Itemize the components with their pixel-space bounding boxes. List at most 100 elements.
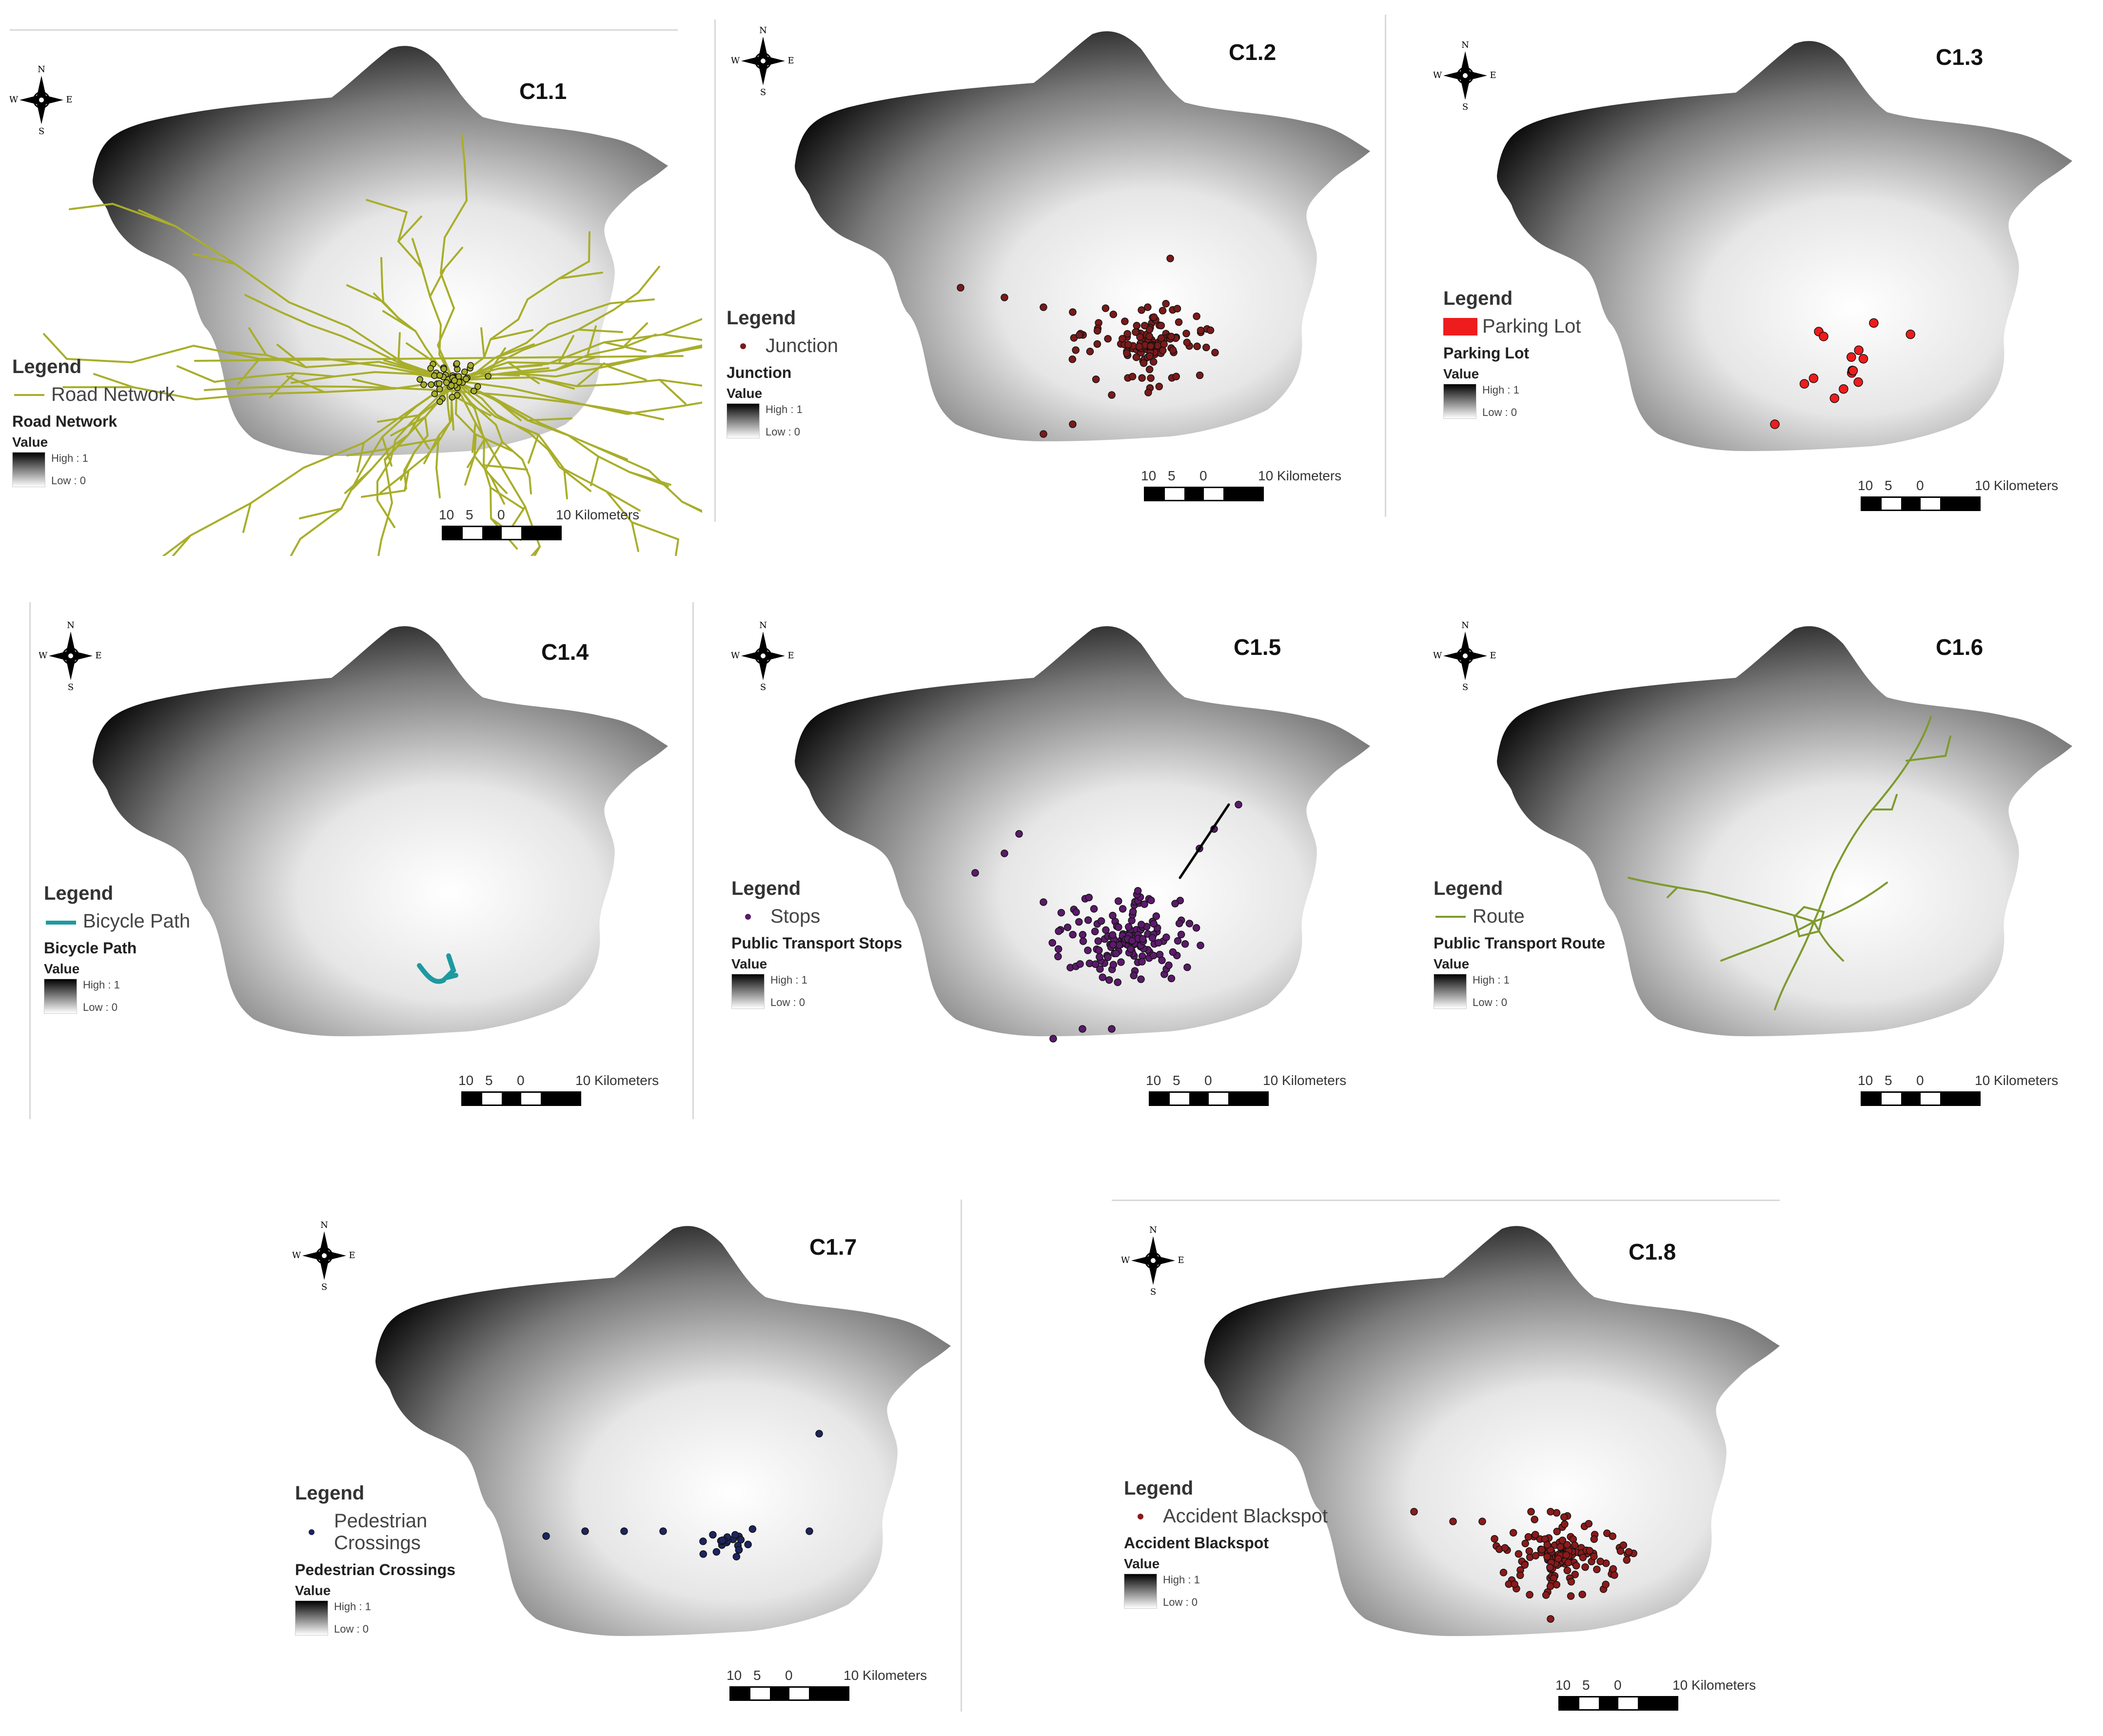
road-segment (194, 355, 684, 362)
road-segment (290, 379, 454, 556)
map-panel: C1.7 N S W E Legend Pedestrian Crossings Pedest… (283, 1200, 985, 1736)
public-transport-stop (1076, 960, 1084, 968)
public-transport-stop (1177, 930, 1185, 939)
public-transport-route-segment (1793, 906, 1825, 938)
map-panel: C1.4 N S W E Legend Bicycle Path Bicycle Path Va… (0, 600, 702, 1136)
compass-letter: W (731, 56, 740, 66)
legend-item: Accident Blackspot (1124, 1505, 1348, 1527)
catchment-area (1497, 626, 2072, 1036)
compass-letter: E (787, 56, 794, 66)
road-node (427, 365, 434, 372)
junction-point (1145, 332, 1153, 340)
legend-item: Stops (731, 906, 956, 927)
road-segment (490, 329, 533, 340)
public-transport-stop (1057, 908, 1065, 917)
legend-low-label: Low : 0 (51, 474, 86, 487)
junction-point (1155, 382, 1163, 391)
road-node (463, 375, 470, 383)
road-segment (590, 455, 599, 486)
legend-ramp: High : 1 Low : 0 (1124, 1574, 1348, 1609)
junction-point (1202, 343, 1210, 352)
compass-letter: E (1490, 70, 1496, 80)
road-segment (452, 376, 702, 388)
panel-divider (1112, 1200, 1780, 1201)
road-segment (381, 286, 454, 381)
road-segment (576, 362, 605, 387)
scale-label: 5 (1582, 1677, 1590, 1693)
road-node (474, 383, 481, 390)
scale-label: 10 (1858, 1073, 1873, 1088)
accident-blackspot (1609, 1532, 1616, 1540)
scale-label: 10 (1146, 1073, 1161, 1088)
pedestrian-crossing (732, 1553, 741, 1560)
scale-bar: 10 5 0 10 Kilometers (1858, 478, 2092, 517)
pedestrian-crossing (731, 1531, 739, 1539)
public-transport-route-segment (1906, 735, 1951, 762)
public-transport-stop (1084, 947, 1092, 954)
accident-blackspot (1619, 1541, 1628, 1549)
map-panel: C1.3 N S W E Legend Parking Lot Parking Lot Valu… (1404, 15, 2103, 551)
legend-symbol-label: Road Network (51, 384, 175, 405)
scale-bar: 10 5 0 10 Kilometers (1146, 1073, 1380, 1112)
legend-value-label: Value (44, 961, 80, 976)
map-legend: Legend Route Public Transport Route Value Hi… (1434, 878, 1658, 1009)
accident-blackspot (1491, 1535, 1498, 1543)
accident-blackspot (1578, 1590, 1586, 1598)
legend-value-label: Value (12, 434, 48, 450)
accident-blackspot (1524, 1533, 1533, 1541)
pedestrian-crossing (744, 1540, 752, 1549)
legend-low-label: Low : 0 (83, 1001, 118, 1013)
road-node (471, 387, 477, 395)
north-arrow-icon: N S W E (39, 620, 102, 692)
panel-divider (29, 602, 31, 1119)
road-segment (361, 490, 406, 498)
accident-blackspot (1532, 1552, 1540, 1559)
junction-point (1183, 338, 1191, 346)
panel-divider (961, 1200, 962, 1712)
legend-symbol-label: Stops (770, 906, 821, 927)
road-node (453, 360, 460, 367)
public-transport-stop (1183, 963, 1191, 971)
legend-ramp: High : 1 Low : 0 (295, 1600, 519, 1636)
legend-heading: Legend (12, 356, 82, 377)
accident-blackspot (1579, 1554, 1587, 1561)
road-segment (172, 534, 192, 556)
public-transport-stop (1115, 923, 1122, 931)
scale-bar: 10 5 0 10 Kilometers (727, 1668, 961, 1707)
scale-label: 10 Kilometers (575, 1073, 659, 1088)
junction-point (1146, 352, 1154, 360)
junction-point (1147, 374, 1155, 382)
north-arrow-icon: N S W E (10, 64, 73, 137)
scale-label: 0 (1199, 468, 1207, 483)
legend-symbol-label: Parking Lot (1482, 316, 1581, 337)
road-segment (366, 199, 408, 213)
route-line (1179, 803, 1230, 879)
junction-point (1159, 307, 1167, 315)
legend-color-ramp (731, 974, 765, 1009)
legend-low-label: Low : 0 (1473, 996, 1507, 1008)
scale-label: 10 (458, 1073, 474, 1088)
map-legend: Legend Accident Blackspot Accident Blacksp… (1124, 1478, 1348, 1609)
accident-blackspot (1611, 1571, 1618, 1579)
accident-blackspot (1567, 1592, 1575, 1600)
scale-label: 5 (1168, 468, 1176, 483)
legend-high-label: High : 1 (1163, 1574, 1200, 1586)
accident-blackspot (1546, 1563, 1554, 1572)
public-transport-stop (1158, 956, 1166, 965)
public-transport-stop (971, 869, 979, 877)
compass-letter: S (321, 1282, 327, 1292)
catchment-map (1497, 626, 2072, 1036)
legend-high-label: High : 1 (334, 1600, 371, 1613)
scale-bar-graphic (729, 1686, 849, 1701)
north-arrow-icon: N S W E (293, 1220, 355, 1292)
public-transport-stop (1097, 917, 1105, 925)
scale-label: 10 (1555, 1677, 1571, 1693)
legend-layer-name: Public Transport Stops (731, 934, 903, 952)
legend-symbol (1443, 317, 1477, 335)
junction-point (1144, 303, 1152, 311)
accident-blackspot (1553, 1580, 1561, 1589)
public-transport-stop (1119, 905, 1127, 913)
parking-lot (1853, 377, 1863, 387)
compass-letter: W (1434, 651, 1442, 661)
north-arrow-icon: N S W E (731, 25, 794, 98)
